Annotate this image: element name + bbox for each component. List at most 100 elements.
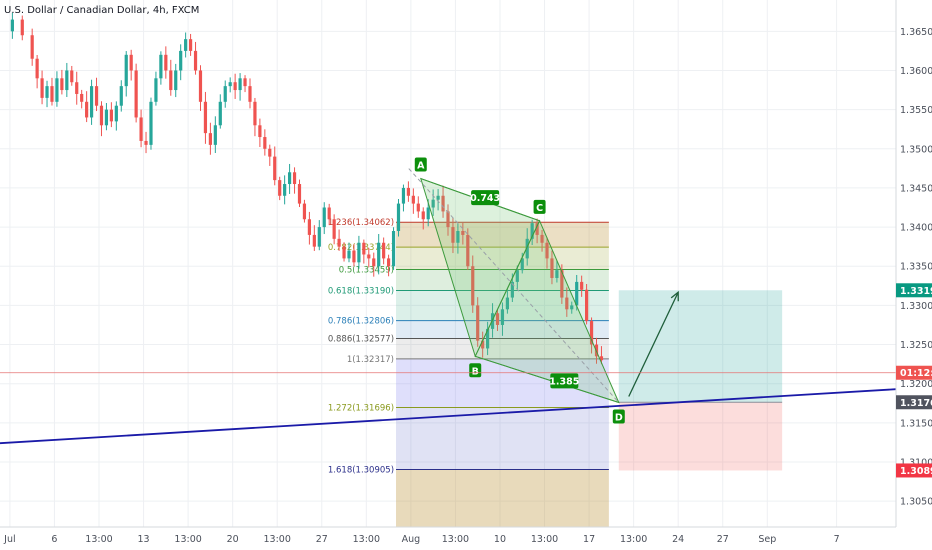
candle-body	[169, 70, 173, 91]
fib-level-label: 0.618(1.33190)	[328, 287, 394, 297]
candle-body	[540, 234, 544, 243]
time-tick-label: Aug	[402, 534, 421, 545]
candle-body	[510, 281, 514, 298]
candle-body	[307, 219, 311, 235]
candle-body	[283, 184, 287, 196]
candle-body	[332, 219, 336, 239]
time-tick-label: 13	[138, 534, 150, 545]
price-axis[interactable]: 1.36500 1.36000 1.35500 1.35000 1.34500 1.340…	[895, 0, 932, 550]
pattern-point-badge	[469, 363, 482, 378]
fib-band	[396, 247, 609, 270]
candle-body	[243, 78, 247, 87]
candle-body	[461, 231, 465, 235]
candle-body	[213, 125, 217, 145]
candle-body	[535, 223, 539, 235]
candle-body	[40, 78, 44, 98]
price-tag	[896, 463, 932, 478]
candle-body	[179, 50, 183, 71]
candle-body	[565, 297, 569, 310]
candle-body	[258, 125, 262, 138]
fibonacci-layer: 1.236(1.34062) 0.782(1.33744) 0.5(1.33459)…	[328, 218, 609, 475]
pattern-point-badge	[414, 157, 427, 172]
position-target-zone	[618, 290, 783, 403]
ratio-label: 1.385	[549, 376, 579, 387]
candle-body	[50, 86, 54, 102]
price-tag-label: 01:12:24	[900, 368, 932, 379]
candle-body	[505, 297, 510, 310]
candle-body	[357, 242, 361, 263]
candle-body	[545, 242, 549, 259]
candle-body	[164, 54, 168, 71]
price-tick-label: 1.35000	[900, 144, 932, 155]
candle-body	[500, 309, 505, 325]
candle-body	[515, 270, 519, 282]
price-tag-label: 1.31763	[900, 398, 932, 409]
candle-body	[426, 207, 430, 220]
candle-body	[149, 101, 153, 145]
price-tick-label: 1.32500	[900, 340, 932, 351]
fib-band	[396, 222, 609, 248]
candle-body	[575, 281, 579, 306]
pattern-point-label: A	[417, 161, 425, 172]
candle-body	[292, 172, 297, 185]
price-tick-label: 1.36500	[900, 27, 932, 38]
price-tick-label: 1.34000	[900, 223, 932, 234]
candle-body	[208, 133, 212, 145]
price-tag-label: 1.30892	[900, 466, 932, 477]
candle-body	[45, 86, 49, 98]
candle-body	[114, 105, 118, 122]
candle-body	[436, 195, 440, 200]
candle-body	[248, 86, 252, 102]
time-tick-label: Sep	[758, 534, 776, 545]
candle-body	[119, 86, 123, 106]
candle-body	[263, 137, 267, 149]
candle-body	[490, 313, 495, 329]
price-tag	[896, 365, 932, 380]
candle-body	[104, 109, 109, 126]
candle-body	[302, 203, 307, 220]
time-tick-label: 13:00	[353, 534, 380, 545]
candle-body	[159, 54, 163, 79]
price-tick-label: 1.34500	[900, 183, 932, 194]
price-tag	[896, 395, 932, 410]
projection-arrow-head	[670, 290, 679, 302]
harmonic-pattern-layer: 0.743 1.385 A B C D	[408, 157, 625, 424]
time-axis[interactable]: Jul 6 13:00 13 13:00 20 13:00 27 13:00 Aug 13:00 10…	[0, 526, 896, 550]
candle-body	[134, 70, 138, 118]
candle-body	[174, 70, 178, 91]
price-tick-label: 1.32000	[900, 379, 932, 390]
candle-body	[530, 223, 534, 239]
candle-body	[599, 356, 604, 361]
candle-body	[80, 93, 84, 102]
fib-level-label: 1.618(1.30905)	[328, 465, 394, 475]
candle-body	[99, 105, 104, 126]
candle-body	[35, 58, 39, 79]
candle-body	[60, 78, 64, 91]
candle-body	[322, 207, 326, 228]
pattern-point-label: C	[536, 203, 543, 214]
candle-body	[486, 328, 490, 349]
candle-body	[65, 70, 69, 91]
candle-body	[317, 227, 321, 247]
price-tick-label: 1.33500	[900, 262, 932, 273]
candle-body	[421, 211, 425, 220]
candle-body	[193, 50, 198, 71]
candle-body	[154, 78, 158, 102]
candle-body	[476, 305, 480, 341]
candle-body	[555, 270, 559, 278]
candle-body	[391, 231, 396, 267]
candle-body	[411, 195, 415, 204]
time-tick-label: 27	[717, 534, 729, 545]
candle-body	[396, 203, 401, 232]
fib-level-label: 0.886(1.32577)	[328, 335, 394, 345]
candle-body	[342, 246, 346, 259]
candle-body	[20, 19, 24, 36]
fib-level-label: 1(1.32317)	[347, 355, 394, 365]
candle-body	[228, 82, 232, 87]
price-tick-label: 1.36000	[900, 66, 932, 77]
candle-body	[312, 234, 316, 247]
candle-body	[139, 117, 143, 141]
fib-level-label: 0.5(1.33459)	[339, 265, 394, 275]
